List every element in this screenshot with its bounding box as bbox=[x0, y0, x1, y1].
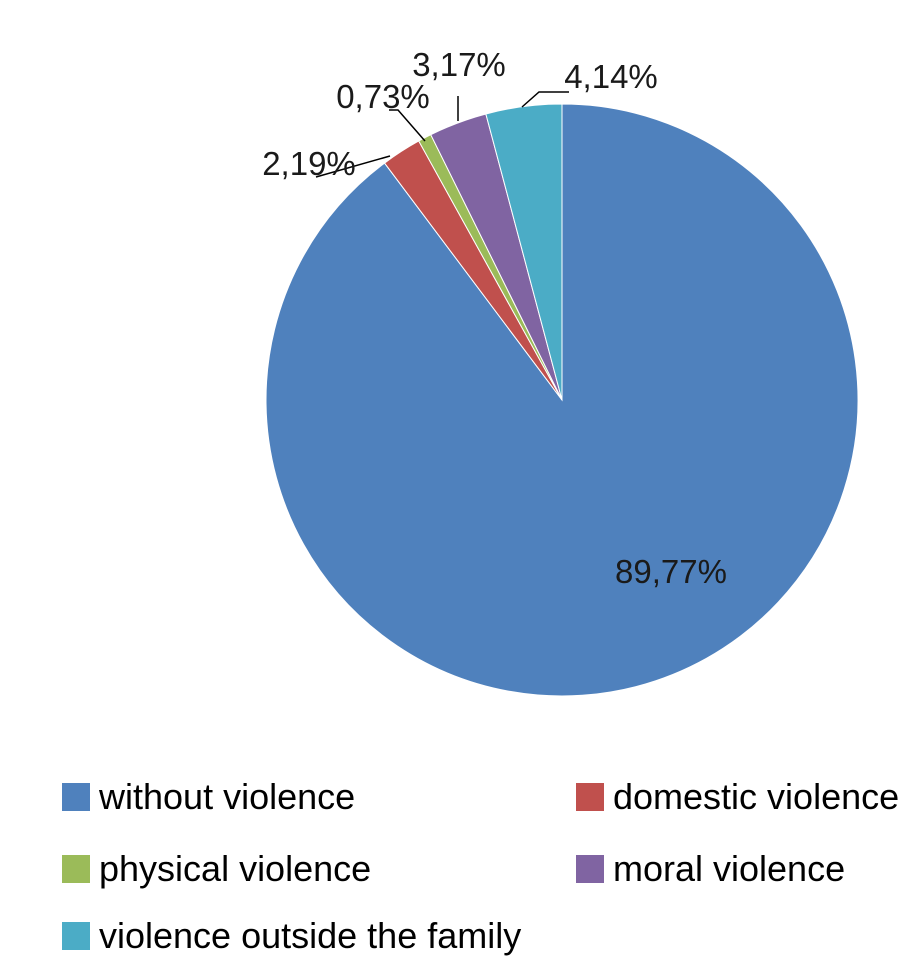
legend-swatch-moral-violence bbox=[576, 855, 604, 883]
data-label-moral-violence: 3,17% bbox=[412, 46, 506, 83]
legend-swatch-domestic-violence bbox=[576, 783, 604, 811]
leader-lines bbox=[315, 91, 569, 178]
leader-line-physical-violence bbox=[389, 109, 426, 142]
leader-line-violence-outside-the-family bbox=[521, 91, 569, 108]
legend: without violence domestic violence physica… bbox=[62, 776, 899, 956]
legend-label-without-violence: without violence bbox=[98, 776, 355, 817]
data-label-without-violence: 89,77% bbox=[615, 553, 727, 590]
pie-slices bbox=[265, 103, 859, 697]
legend-label-physical-violence: physical violence bbox=[99, 848, 371, 889]
legend-label-moral-violence: moral violence bbox=[613, 848, 845, 889]
legend-label-violence-outside-the-family: violence outside the family bbox=[99, 915, 521, 956]
data-labels: 89,77% 2,19% 0,73%3,17% 4,14% bbox=[262, 46, 727, 590]
legend-swatch-violence-outside-the-family bbox=[62, 922, 90, 950]
data-label-domestic-violence: 2,19% bbox=[262, 145, 356, 182]
legend-label-domestic-violence: domestic violence bbox=[613, 776, 899, 817]
data-label-physical-violence: 0,73% bbox=[336, 78, 430, 115]
data-label-violence-outside-the-family: 4,14% bbox=[564, 58, 658, 95]
legend-swatch-physical-violence bbox=[62, 855, 90, 883]
legend-swatch-without-violence bbox=[62, 783, 90, 811]
leader-line-domestic-violence bbox=[315, 155, 391, 178]
